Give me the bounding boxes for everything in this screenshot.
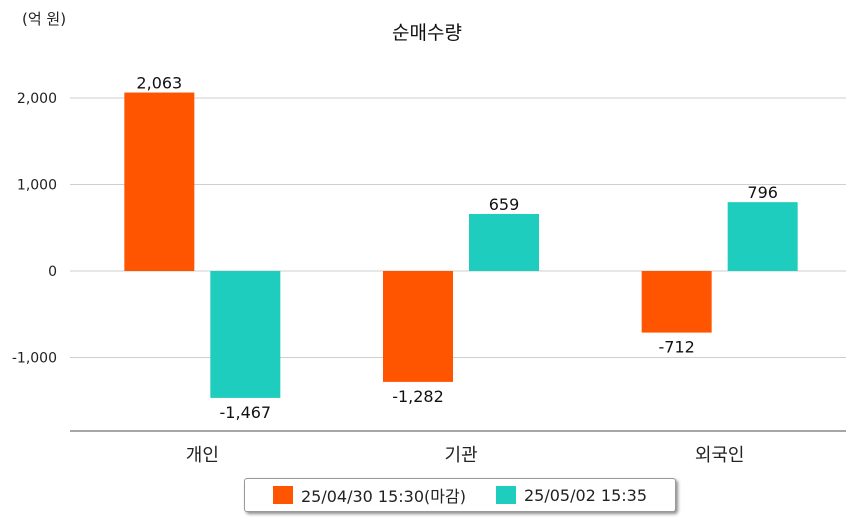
bar-2-3[interactable] (727, 202, 798, 271)
y-axis-ticks: 2,000 1,000 0 -1,000 (12, 91, 57, 367)
data-label: 796 (747, 183, 778, 202)
legend: 25/04/30 15:30(마감) 25/05/02 15:35 (244, 478, 676, 512)
data-label: -1,282 (392, 387, 444, 406)
bar-1-2[interactable] (383, 271, 453, 382)
x-axis-categories: 개인 기관 외국인 (186, 445, 745, 466)
bar-2-2[interactable] (469, 213, 539, 271)
y-tick-label: -1,000 (12, 351, 57, 367)
legend-label-2: 25/05/02 15:35 (523, 485, 648, 505)
y-tick-label: 2,000 (17, 91, 57, 107)
legend-item-series-1[interactable]: 25/04/30 15:30(마감) (272, 483, 466, 507)
bar-1-1[interactable] (124, 92, 195, 271)
bar-1-3[interactable] (641, 271, 712, 333)
bars (124, 92, 798, 398)
legend-item-series-2[interactable]: 25/05/02 15:35 (495, 485, 648, 505)
legend-swatch-1 (272, 486, 293, 504)
gridlines (70, 97, 846, 358)
legend-swatch-2 (495, 486, 516, 504)
y-tick-label: 0 (48, 264, 57, 280)
unit-label: (억 원) (22, 10, 67, 28)
chart-title: 순매수량 (392, 22, 462, 44)
y-tick-label: 1,000 (17, 178, 57, 194)
bar-chart: 2,000 1,000 0 -1,000 2,063 -1,467 -1,282 659 -7… (12, 74, 846, 466)
x-category-label: 외국인 (695, 445, 745, 466)
x-category-label: 기관 (444, 445, 477, 466)
data-label: 659 (489, 195, 520, 214)
data-label: -712 (659, 338, 695, 357)
data-labels: 2,063 -1,467 -1,282 659 -712 796 (136, 74, 778, 422)
data-label: -1,467 (220, 403, 272, 422)
bar-2-1[interactable] (210, 271, 281, 398)
legend-label-1: 25/04/30 15:30(마감) (300, 487, 466, 506)
x-category-label: 개인 (186, 445, 219, 466)
data-label: 2,063 (136, 74, 182, 93)
